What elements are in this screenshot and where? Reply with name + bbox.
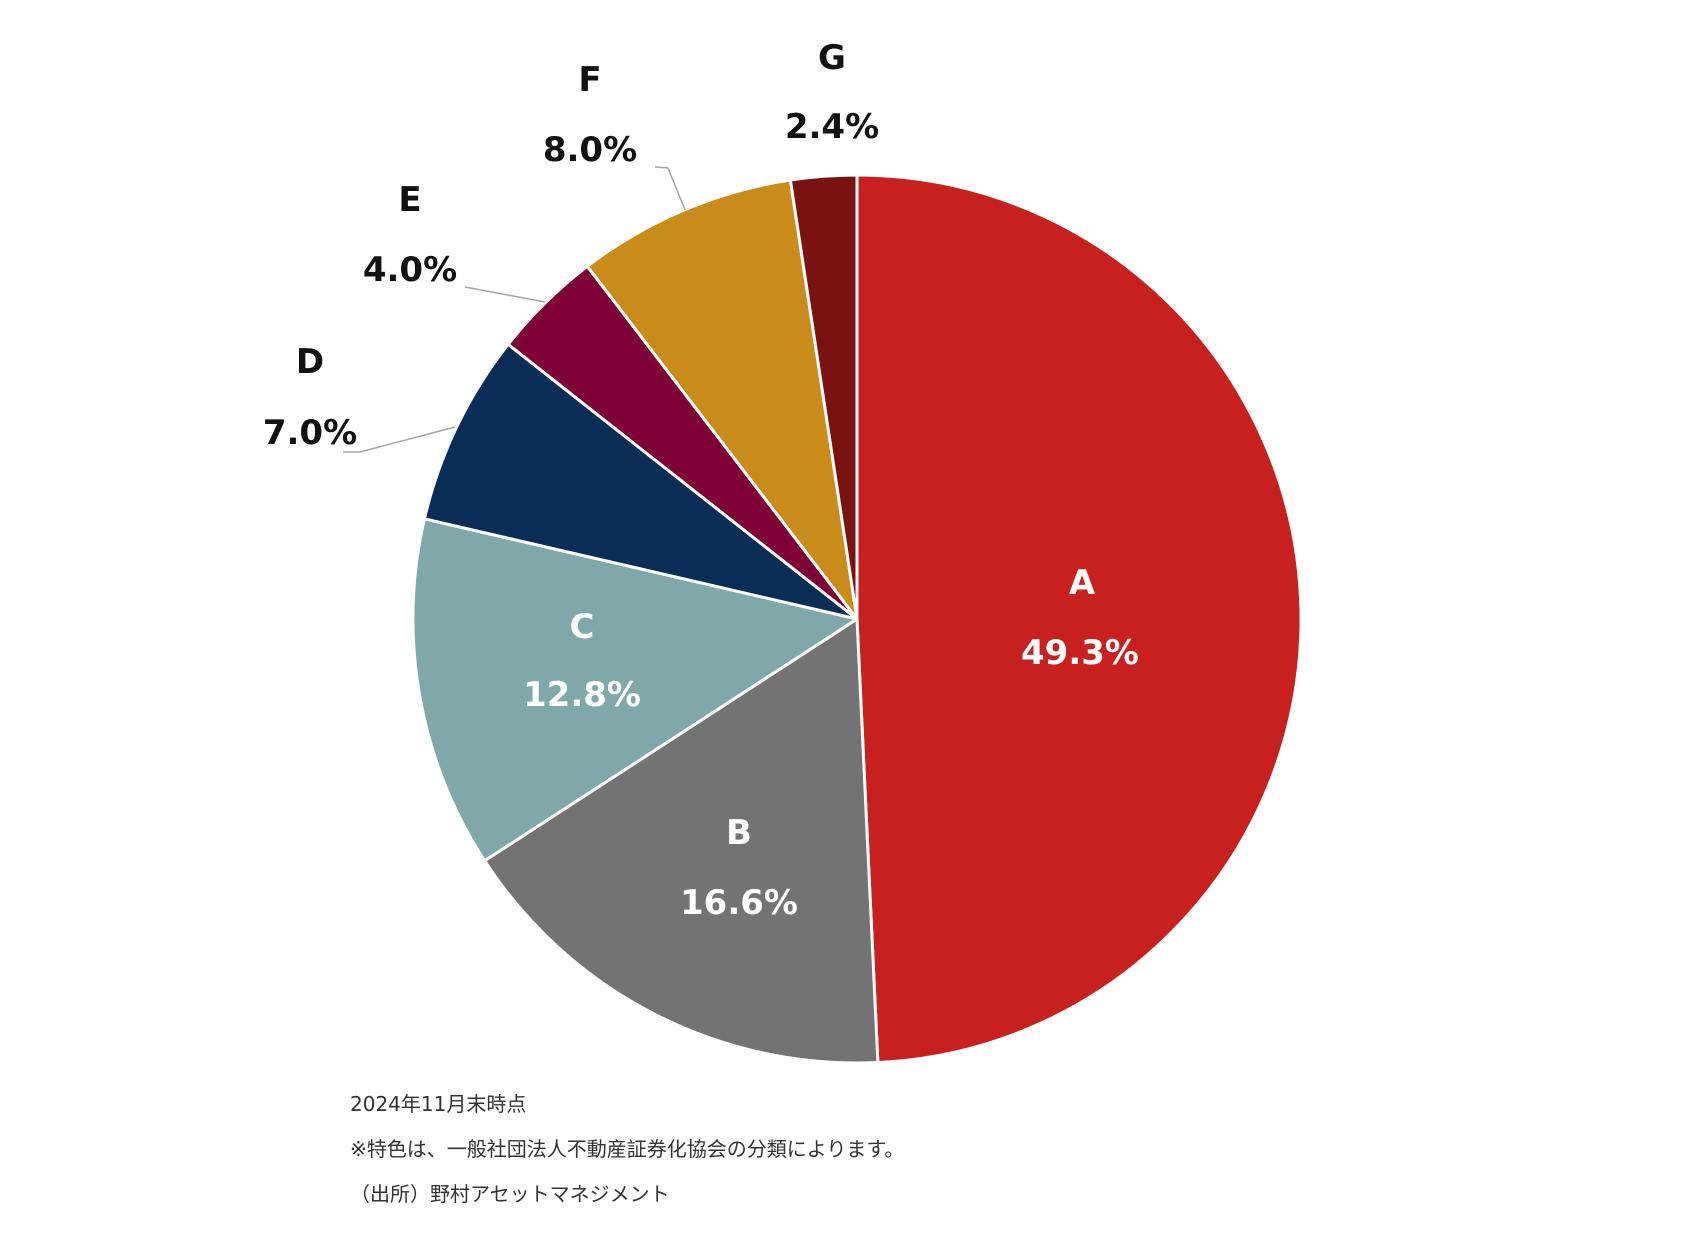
leader-line-f [654, 166, 686, 211]
slice-value-c: 12.8% [523, 675, 641, 715]
slice-label-a: A [1069, 563, 1096, 603]
footer-classification-note: ※特色は、一般社団法人不動産証券化協会の分類によります。 [350, 1137, 905, 1161]
leader-lines [343, 166, 686, 453]
slice-label-b: B [726, 813, 752, 853]
pie-slice-g [788, 173, 859, 621]
leader-line-e [464, 286, 546, 303]
pie-slice-f [585, 178, 859, 621]
slice-label-e: E [398, 180, 421, 220]
slice-label-c: C [570, 607, 595, 647]
slice-value-d: 7.0% [263, 413, 357, 453]
footer-source: （出所）野村アセットマネジメント [350, 1182, 670, 1206]
slice-value-g: 2.4% [785, 107, 879, 147]
slice-label-g: G [818, 38, 846, 78]
slice-value-b: 16.6% [680, 883, 798, 923]
slice-labels: A 49.3% B 16.6% C 12.8% D 7.0% E 4.0% F 8.0% G 2.4% [263, 38, 1139, 923]
slice-value-f: 8.0% [543, 130, 637, 170]
slice-value-a: 49.3% [1021, 633, 1139, 673]
footer-as-of-date: 2024年11月末時点 [350, 1092, 527, 1116]
pie-slices [411, 173, 1303, 1065]
pie-slice-d [422, 342, 859, 621]
leader-line-d [343, 426, 456, 453]
slice-label-d: D [296, 342, 324, 382]
pie-slice-c [411, 517, 859, 863]
slice-label-f: F [578, 60, 601, 100]
pie-slice-b [483, 617, 880, 1065]
pie-slice-a [855, 173, 1303, 1065]
slice-value-e: 4.0% [363, 250, 457, 290]
